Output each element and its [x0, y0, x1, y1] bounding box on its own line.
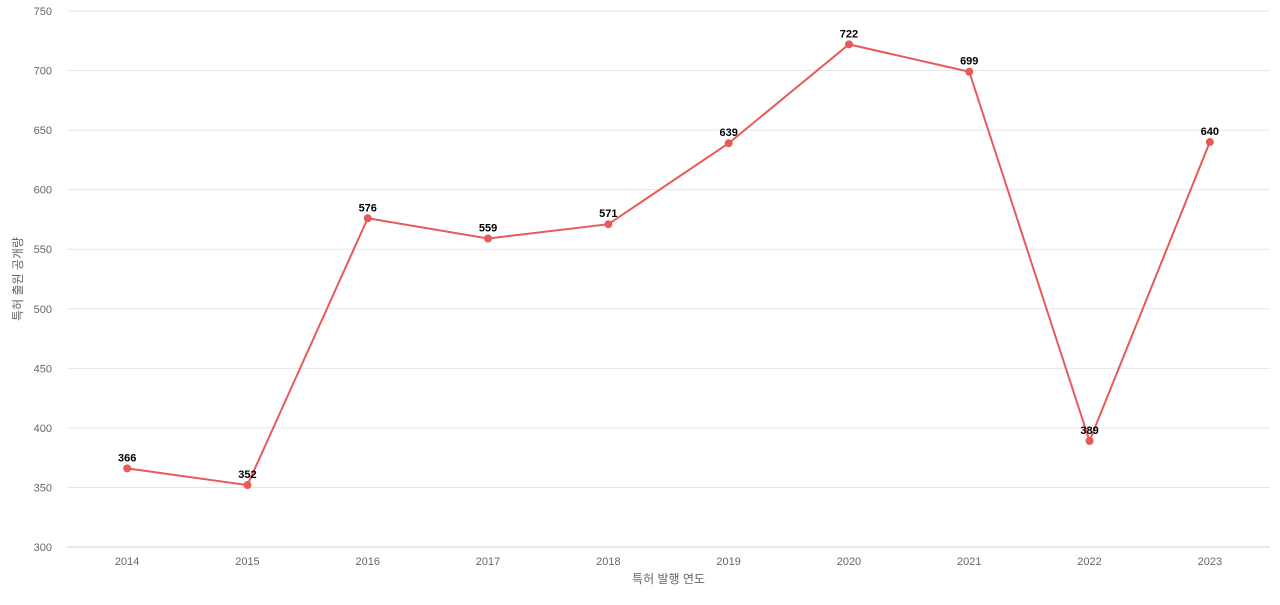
- x-tick-label: 2018: [596, 556, 620, 568]
- data-point: [123, 464, 132, 473]
- y-tick-label: 350: [34, 482, 52, 494]
- data-label: 722: [840, 28, 858, 40]
- x-tick-label: 2016: [356, 556, 380, 568]
- y-tick-label: 650: [34, 125, 52, 137]
- data-point: [965, 67, 974, 76]
- data-points: [123, 40, 1214, 490]
- data-label: 571: [599, 208, 617, 220]
- x-tick-label: 2020: [837, 556, 861, 568]
- data-label: 639: [719, 127, 737, 139]
- data-label: 640: [1201, 126, 1219, 138]
- x-tick-label: 2014: [115, 556, 139, 568]
- data-point: [724, 139, 733, 148]
- data-point: [363, 214, 372, 223]
- y-tick-label: 550: [34, 244, 52, 256]
- y-tick-label: 600: [34, 185, 52, 197]
- series-line: [127, 43, 1211, 487]
- data-point: [604, 220, 613, 229]
- y-tick-label: 500: [34, 304, 52, 316]
- x-tick-label: 2021: [957, 556, 981, 568]
- data-label: 366: [118, 452, 136, 464]
- x-axis-title: 특허 발행 연도: [632, 571, 705, 586]
- series: [127, 43, 1211, 487]
- x-tick-label: 2019: [716, 556, 740, 568]
- data-label: 559: [479, 223, 497, 235]
- x-tick-label: 2015: [235, 556, 259, 568]
- data-label: 576: [359, 202, 377, 214]
- y-tick-label: 450: [34, 363, 52, 375]
- data-point: [484, 234, 493, 243]
- y-tick-label: 750: [34, 6, 52, 18]
- data-label: 352: [238, 469, 256, 481]
- x-tick-label: 2022: [1077, 556, 1101, 568]
- data-labels: 366 352 576 559 571 639 722 699 389 640: [118, 28, 1219, 481]
- y-tick-label: 700: [34, 66, 52, 78]
- y-tick-label: 400: [34, 423, 52, 435]
- data-point: [1205, 138, 1214, 147]
- data-label: 699: [960, 56, 978, 68]
- data-point: [243, 481, 252, 490]
- data-label: 389: [1080, 425, 1098, 437]
- data-point: [844, 40, 853, 49]
- y-tick-label: 300: [34, 542, 52, 554]
- grid-lines: [67, 10, 1270, 488]
- x-tick-labels: 2014 2015 2016 2017 2018 2019 2020 2021 2022 2023: [115, 556, 1222, 568]
- y-axis-title: 특허 출원 공개량: [11, 237, 25, 321]
- data-point: [1085, 436, 1094, 445]
- x-tick-label: 2023: [1198, 556, 1222, 568]
- x-tick-label: 2017: [476, 556, 500, 568]
- y-tick-labels: 300 350 400 450 500 550 600 650 700 750: [34, 6, 52, 554]
